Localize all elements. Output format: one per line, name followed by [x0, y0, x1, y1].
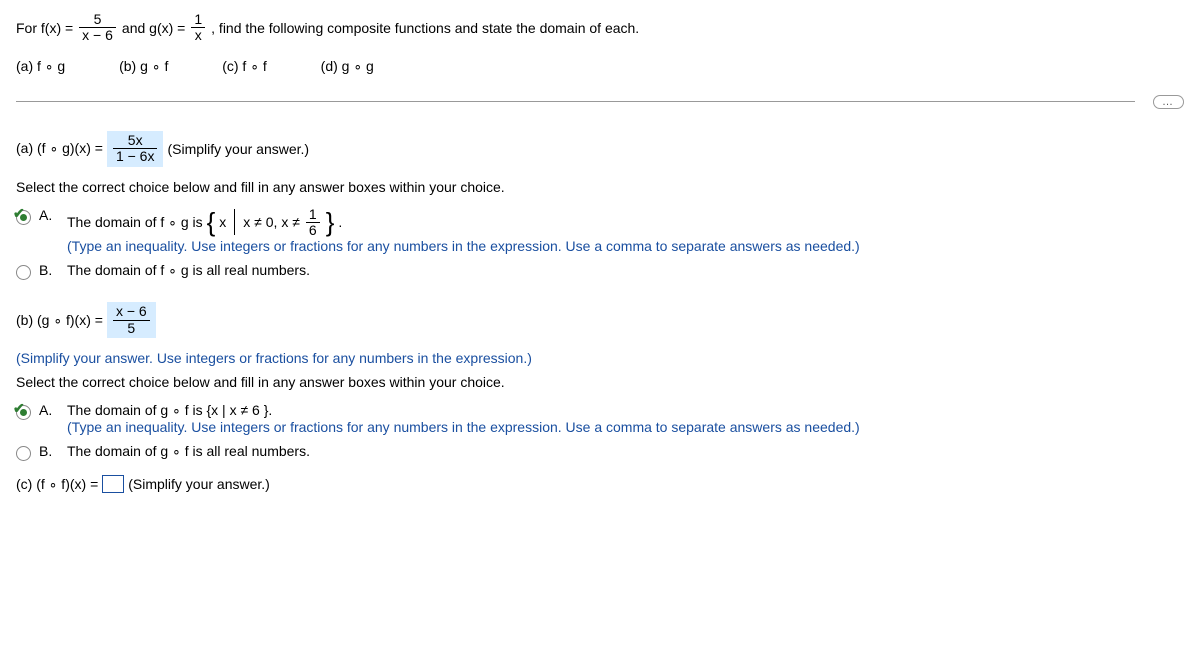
part-a-answer-frac: 5x 1 − 6x — [113, 133, 158, 165]
choice-b-label: B. — [39, 262, 57, 278]
part-c-answer-row: (c) (f ∘ f)(x) = (Simplify your answer.) — [16, 475, 1184, 493]
choice-a-label: A. — [39, 402, 57, 418]
part-a-answer[interactable]: 5x 1 − 6x — [107, 131, 164, 167]
part-a-choice-a[interactable]: ✔ A. The domain of f ∘ g is { x x ≠ 0, x… — [16, 207, 1184, 255]
radio-a-choice-a[interactable]: ✔ — [16, 210, 31, 225]
part-a-hint: (Simplify your answer.) — [167, 141, 309, 157]
part-c-expr-label: (c) (f ∘ f)(x) = — [16, 476, 98, 493]
checkmark-icon: ✔ — [13, 400, 25, 417]
choice-a-note: (Type an inequality. Use integers or fra… — [67, 419, 1184, 435]
part-b-answer-frac: x − 6 5 — [113, 304, 150, 336]
part-d-label: (d) g ∘ g — [321, 58, 374, 74]
radio-a-choice-b[interactable] — [16, 265, 31, 280]
part-b-choice-b[interactable]: B. The domain of g ∘ f is all real numbe… — [16, 443, 1184, 461]
part-c-label: (c) f ∘ f — [222, 58, 267, 74]
choice-a-label: A. — [39, 207, 57, 223]
part-c-hint: (Simplify your answer.) — [128, 476, 270, 492]
choice-a-body: The domain of g ∘ f is {x | x ≠ 6 }. (Ty… — [67, 402, 1184, 435]
part-b-select-prompt: Select the correct choice below and fill… — [16, 374, 1184, 390]
set-var: x — [219, 214, 226, 230]
divider-line — [16, 101, 1135, 102]
part-b-expr-label: (b) (g ∘ f)(x) = — [16, 312, 103, 329]
part-b-answer-row: (b) (g ∘ f)(x) = x − 6 5 — [16, 302, 1184, 338]
header-prefix: For f(x) = — [16, 20, 73, 36]
set-divider — [234, 209, 235, 235]
part-a-expr-label: (a) (f ∘ g)(x) = — [16, 140, 103, 157]
parts-list: (a) f ∘ g (b) g ∘ f (c) f ∘ f (d) g ∘ g — [16, 58, 1184, 75]
part-a-select-prompt: Select the correct choice below and fill… — [16, 179, 1184, 195]
choice-a-mid: x ≠ 0, x ≠ — [243, 214, 300, 230]
more-button[interactable]: … — [1153, 95, 1184, 109]
f-fraction: 5 x − 6 — [79, 12, 116, 44]
choice-b-text: The domain of g ∘ f is all real numbers. — [67, 443, 1184, 460]
header-suffix: , find the following composite functions… — [211, 20, 639, 36]
choice-b-text: The domain of f ∘ g is all real numbers. — [67, 262, 1184, 279]
part-a-label: (a) f ∘ g — [16, 58, 65, 74]
question-header: For f(x) = 5 x − 6 and g(x) = 1 x , find… — [16, 12, 1184, 44]
part-a-choice-b[interactable]: B. The domain of f ∘ g is all real numbe… — [16, 262, 1184, 280]
g-fraction: 1 x — [191, 12, 205, 44]
period: . — [338, 214, 342, 230]
choice-a-frac: 1 6 — [306, 207, 320, 239]
choice-a-body: The domain of f ∘ g is { x x ≠ 0, x ≠ 1 … — [67, 207, 1184, 255]
choice-a-pre: The domain of f ∘ g is — [67, 214, 203, 231]
choice-a-text: The domain of g ∘ f is {x | x ≠ 6 }. — [67, 402, 1184, 419]
radio-b-choice-a[interactable]: ✔ — [16, 405, 31, 420]
choice-b-label: B. — [39, 443, 57, 459]
part-b-hint: (Simplify your answer. Use integers or f… — [16, 350, 1184, 366]
checkmark-icon: ✔ — [13, 205, 25, 222]
part-b-choice-a[interactable]: ✔ A. The domain of g ∘ f is {x | x ≠ 6 }… — [16, 402, 1184, 435]
part-a-answer-row: (a) (f ∘ g)(x) = 5x 1 − 6x (Simplify you… — [16, 131, 1184, 167]
radio-b-choice-b[interactable] — [16, 446, 31, 461]
part-c-input[interactable] — [102, 475, 124, 493]
header-mid: and g(x) = — [122, 20, 185, 36]
part-b-answer[interactable]: x − 6 5 — [107, 302, 156, 338]
part-b-label: (b) g ∘ f — [119, 58, 168, 74]
choice-a-note: (Type an inequality. Use integers or fra… — [67, 238, 1184, 254]
divider-row: … — [16, 95, 1184, 109]
